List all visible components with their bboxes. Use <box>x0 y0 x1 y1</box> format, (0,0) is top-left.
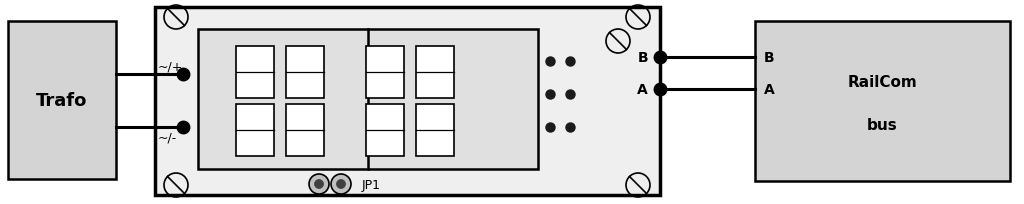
FancyBboxPatch shape <box>198 30 538 169</box>
FancyBboxPatch shape <box>8 22 116 179</box>
FancyBboxPatch shape <box>755 22 1010 181</box>
Circle shape <box>309 174 329 194</box>
FancyBboxPatch shape <box>286 104 324 156</box>
Text: B: B <box>764 51 774 65</box>
Circle shape <box>314 180 324 188</box>
Text: A: A <box>764 83 775 96</box>
Text: ~/+: ~/+ <box>158 60 183 73</box>
FancyBboxPatch shape <box>416 104 454 156</box>
Text: JP1: JP1 <box>362 179 381 192</box>
FancyBboxPatch shape <box>286 47 324 99</box>
Text: bus: bus <box>867 118 898 133</box>
Circle shape <box>337 180 345 188</box>
FancyBboxPatch shape <box>236 104 274 156</box>
Text: ~/-: ~/- <box>158 131 177 144</box>
FancyBboxPatch shape <box>155 8 660 195</box>
FancyBboxPatch shape <box>236 47 274 99</box>
Text: A: A <box>637 83 648 96</box>
FancyBboxPatch shape <box>416 47 454 99</box>
FancyBboxPatch shape <box>366 47 404 99</box>
Text: Trafo: Trafo <box>36 92 88 110</box>
Circle shape <box>331 174 351 194</box>
Text: RailCom: RailCom <box>848 75 918 90</box>
Text: B: B <box>637 51 648 65</box>
FancyBboxPatch shape <box>366 104 404 156</box>
